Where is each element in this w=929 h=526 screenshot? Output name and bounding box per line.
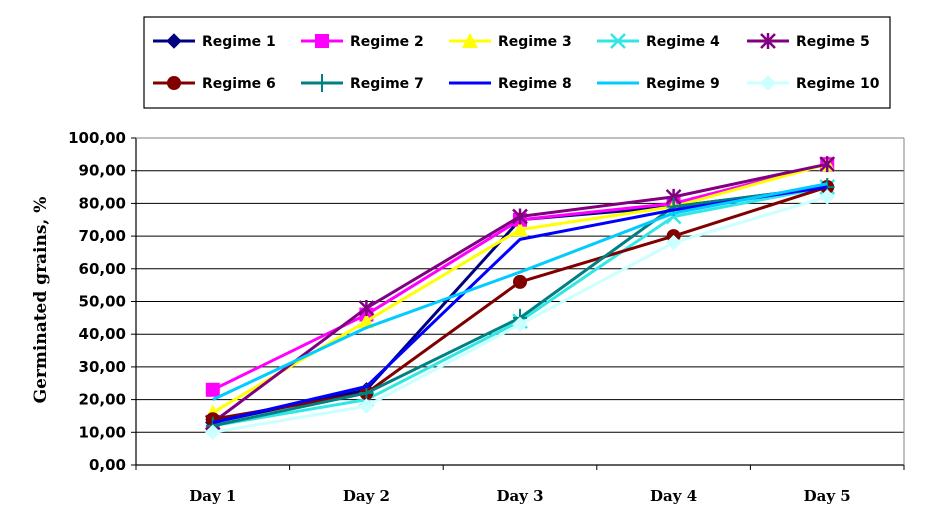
legend-regime-9-label: Regime 9 [646,76,720,92]
legend-regime-10-label: Regime 10 [796,76,880,92]
legend-regime-4: Regime 4 [597,33,720,50]
series-regime-5-point [512,208,528,225]
legend-regime-8: Regime 8 [449,76,572,92]
legend-regime-6-marker [167,76,181,90]
legend-box [143,16,891,109]
series-regime-3-point [358,313,375,329]
series-regime-10-point [665,234,682,251]
series-regime-9-line [212,182,828,401]
series-regime-10-point [358,398,375,414]
series-regime-2-point [205,382,220,397]
series-group [204,156,836,441]
legend-regime-2: Regime 2 [301,34,424,50]
y-tick-label: 80,00 [79,194,126,212]
legend-regime-4-marker [610,33,626,49]
legend-regime-3-marker [462,33,478,48]
y-tick-label: 90,00 [79,162,126,180]
series-regime-6-point [513,274,527,289]
y-tick-label: 20,00 [79,391,126,409]
legend-regime-5-marker [760,33,776,49]
y-tick-label: 50,00 [79,293,126,311]
y-tick-label: 70,00 [79,227,126,245]
legend-regime-1-label: Regime 1 [202,34,276,50]
x-tick-label: Day 5 [804,487,851,505]
x-tick-labels: Day 1 Day 2 Day 3 Day 4 Day 5 [189,487,851,505]
series-regime-10 [205,189,835,441]
y-tick-label: 40,00 [79,325,126,343]
legend-regime-10: Regime 10 [747,75,880,92]
y-axis-label: Germinated grains, % [31,197,51,404]
legend-regime-3-label: Regime 3 [498,34,572,50]
axes [135,137,905,470]
legend-regime-6-label: Regime 6 [202,76,276,92]
legend-regime-6: Regime 6 [153,76,276,92]
y-tick-label: 0,00 [89,456,126,474]
legend-regime-8-label: Regime 8 [498,76,572,92]
legend-regime-10-marker [760,75,776,91]
x-tick-label: Day 2 [343,487,390,505]
legend-regime-1: Regime 1 [153,33,276,50]
legend-regime-5-label: Regime 5 [796,34,870,50]
legend-regime-9: Regime 9 [597,76,720,92]
legend-regime-4-label: Regime 4 [646,34,720,50]
legend-regime-5: Regime 5 [747,33,870,50]
y-tick-label: 60,00 [79,260,126,278]
legend-regime-7: Regime 7 [301,74,424,92]
y-tick-label: 10,00 [79,423,126,441]
y-tick-label: 100,00 [68,129,126,147]
series-regime-10-point [205,424,221,441]
series-regime-3-point [512,221,528,237]
series-regime-9 [212,182,828,401]
legend-regime-2-marker [315,34,329,48]
x-tick-label: Day 1 [189,487,236,505]
legend-regime-7-label: Regime 7 [350,76,424,92]
x-tick-label: Day 4 [650,487,697,505]
legend-regime-1-marker [166,33,182,49]
legend-regime-7-marker [315,74,329,92]
series-regime-10-point [819,189,835,205]
x-tick-label: Day 3 [496,487,543,505]
series-regime-10-point [512,316,528,333]
legend: Regime 1 Regime 2 Regime 3 Regime 4 Regime 5… [143,16,891,109]
legend-regime-2-label: Regime 2 [350,34,424,50]
legend-regime-3: Regime 3 [449,33,572,50]
series-regime-5-point [819,156,836,173]
y-tick-labels: 0,00 10,00 20,00 30,00 40,00 50,00 60,00 70,00 8… [68,129,126,474]
y-tick-label: 30,00 [79,358,126,376]
series-regime-5-point [358,300,375,317]
